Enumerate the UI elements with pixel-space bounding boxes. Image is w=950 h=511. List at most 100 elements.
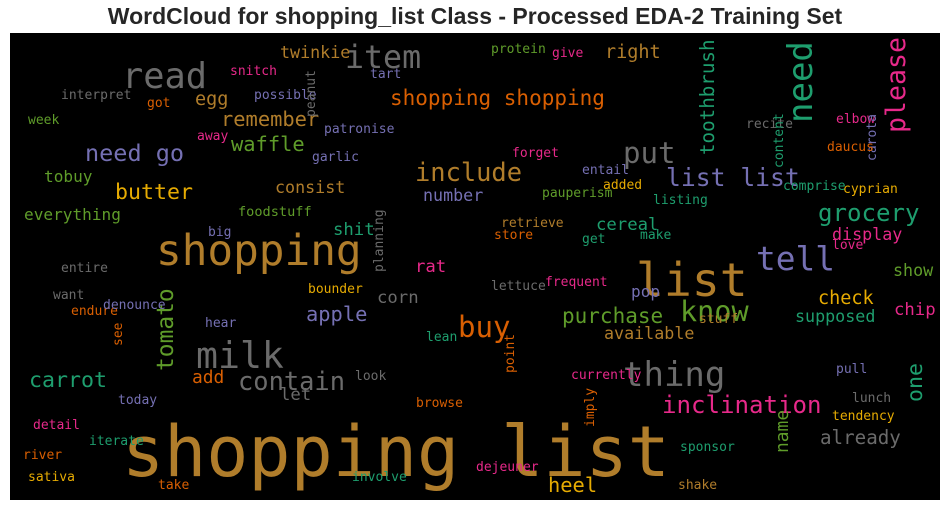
word-waffle: waffle [231, 132, 305, 156]
word-remember: remember [221, 107, 319, 131]
word-currently: currently [571, 368, 642, 383]
word-detail: detail [33, 418, 80, 433]
word-make: make [640, 228, 671, 243]
word-available: available [604, 323, 694, 343]
word-see: see [111, 322, 126, 346]
word-today: today [118, 393, 157, 408]
word-cloud: shopping list list shopping milk read thing ne… [10, 33, 940, 500]
word-include: include [415, 157, 522, 187]
word-tart: tart [370, 67, 401, 82]
word-need: need [781, 41, 821, 123]
word-sativa: sativa [28, 470, 75, 485]
word-big: big [208, 225, 231, 240]
word-shake: shake [678, 478, 717, 493]
word-hear: hear [205, 316, 236, 331]
word-take: take [158, 478, 189, 493]
word-get: get [582, 232, 605, 247]
word-added: added [603, 178, 642, 193]
word-listing: listing [653, 193, 708, 208]
word-number: number [423, 185, 483, 205]
word-rat: rat [415, 257, 446, 277]
word-week: week [28, 113, 59, 128]
word-egg: egg [195, 89, 228, 110]
word-patronise: patronise [324, 122, 395, 137]
word-daucus: daucus [827, 140, 874, 155]
word-shit: shit [333, 220, 375, 240]
word-want: want [53, 288, 84, 303]
word-pull: pull [836, 362, 867, 377]
word-tomato: tomato [153, 288, 179, 371]
word-everything: everything [24, 205, 121, 224]
word-forget: forget [512, 146, 559, 161]
word-entire: entire [61, 261, 108, 276]
word-store: store [494, 228, 533, 243]
word-read: read [122, 56, 207, 97]
word-apple: apple [306, 302, 367, 326]
word-cyprian: cyprian [843, 182, 898, 197]
word-foodstuff: foodstuff [238, 204, 312, 220]
word-corn: corn [377, 288, 419, 308]
word-know: know [680, 295, 749, 328]
word-dejeuner: dejeuner [476, 460, 539, 475]
word-tendency: tendency [832, 409, 895, 424]
word-right: right [605, 42, 661, 63]
word-supposed: supposed [795, 306, 875, 326]
word-lean: lean [426, 330, 457, 345]
word-shopping-list: shopping list [122, 411, 670, 493]
word-browse: browse [416, 396, 463, 411]
word-thing: thing [623, 355, 725, 395]
word-contain: contain [238, 366, 345, 396]
word-check: check [818, 288, 874, 309]
word-peanut: peanut [304, 70, 319, 117]
word-show: show [893, 260, 934, 280]
word-stuff: stuff [699, 312, 738, 327]
chart-title: WordCloud for shopping_list Class - Proc… [107, 3, 843, 29]
word-iterate: iterate [89, 434, 144, 449]
word-snitch: snitch [230, 64, 277, 79]
word-shopping-shopping: shopping shopping [390, 86, 605, 110]
word-heel: heel [548, 473, 597, 497]
word-shopping: shopping [156, 226, 362, 276]
word-interpret: interpret [61, 88, 131, 103]
word-list-list: list list [666, 163, 800, 192]
word-imply: imply [583, 388, 598, 427]
word-put: put [623, 136, 676, 170]
word-protein: protein [491, 42, 546, 57]
word-name: name [772, 410, 793, 453]
word-display: display [832, 224, 902, 244]
word-need-go: need go [85, 139, 184, 167]
word-chip: chip [894, 300, 936, 320]
word-endure: endure [71, 304, 118, 319]
word-add: add [192, 367, 224, 388]
word-lunch: lunch [852, 391, 891, 406]
word-recite: recite [746, 117, 793, 132]
word-planning: planning [372, 209, 387, 272]
word-tobuy: tobuy [44, 167, 93, 186]
word-twinkie: twinkie [280, 42, 350, 62]
word-already: already [820, 426, 901, 449]
word-entail: entail [582, 163, 629, 178]
word-sponsor: sponsor [680, 440, 735, 455]
word-buy: buy [458, 310, 511, 344]
word-please: please [881, 37, 912, 133]
word-grocery: grocery [818, 199, 920, 227]
word-carrot: carrot [29, 368, 107, 393]
word-cereal: cereal [596, 215, 658, 235]
word-love: love [832, 238, 863, 253]
word-consist: consist [275, 177, 345, 197]
word-list: list [636, 253, 748, 307]
word-retrieve: retrieve [501, 216, 564, 231]
word-denounce: denounce [103, 298, 166, 313]
word-toothbrush: toothbrush [696, 39, 719, 155]
word-got: got [147, 96, 170, 111]
word-butter: butter [115, 180, 193, 205]
word-give: give [552, 46, 583, 61]
word-look: look [355, 369, 386, 384]
word-lettuce: lettuce [491, 279, 546, 294]
word-elbow: elbow [836, 112, 875, 127]
word-possible: possible [254, 88, 317, 103]
word-one: one [903, 363, 928, 402]
word-bounder: bounder [308, 282, 363, 297]
word-away: away [197, 129, 228, 144]
word-milk: milk [196, 334, 284, 377]
